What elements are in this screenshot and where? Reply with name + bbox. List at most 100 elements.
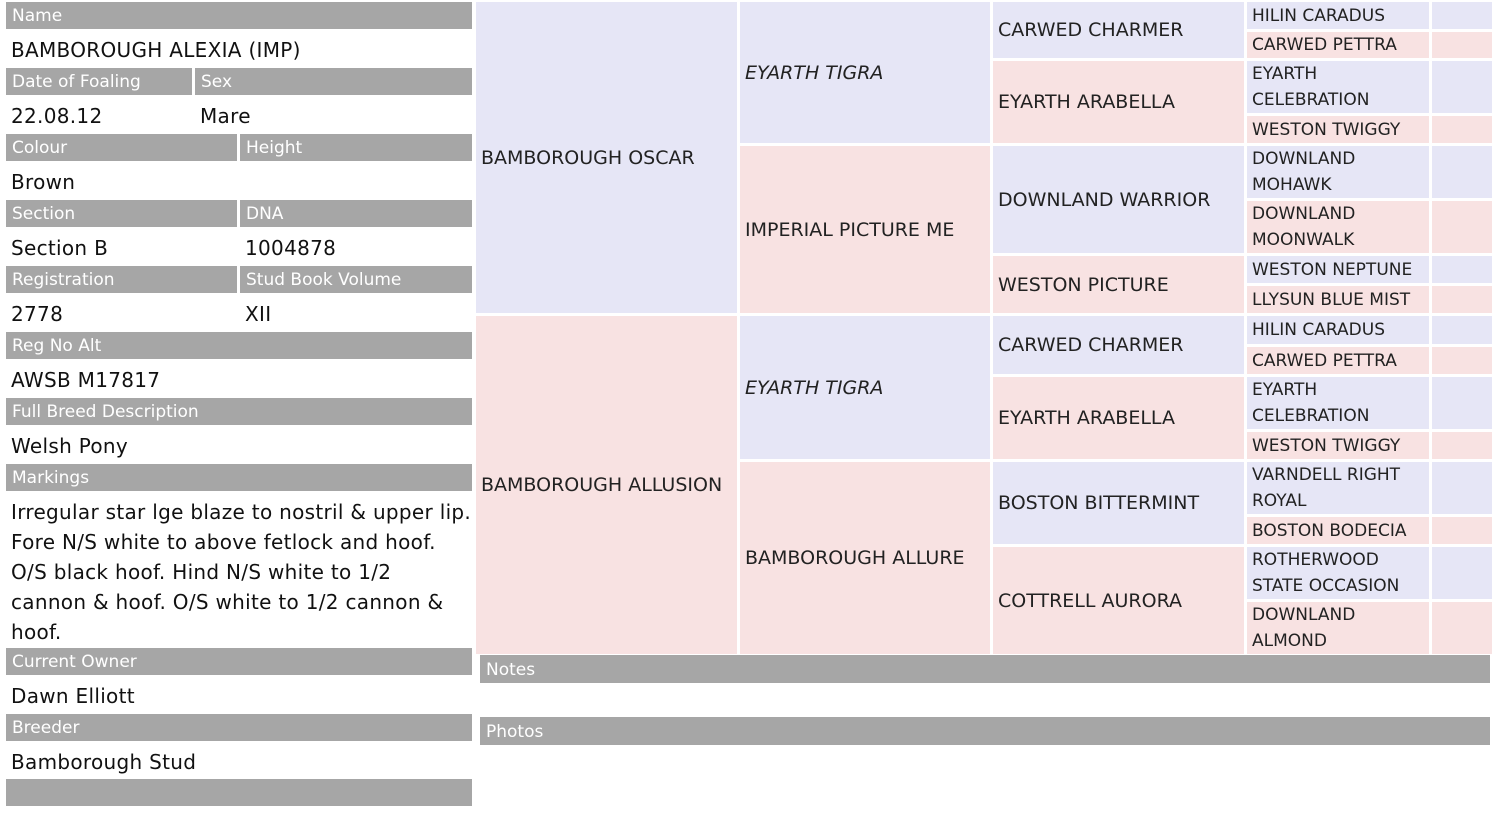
detail-field: Current Owner Dawn Elliott [6, 648, 472, 714]
ancestor: COTTRELL AURORA [993, 547, 1244, 654]
ancestor: WESTON TWIGGY [1247, 432, 1429, 459]
detail-field: DNA 1004878 [240, 200, 472, 266]
pedigree-table: BAMBOROUGH OSCAR BAMBOROUGH ALLUSION EYART… [476, 2, 1492, 654]
field-label: Name [6, 2, 472, 29]
ancestor: EYARTH TIGRA [740, 316, 990, 459]
field-label: DNA [240, 200, 472, 227]
pedigree-spacer [1432, 2, 1492, 29]
details-panel: Name BAMBOROUGH ALEXIA (IMP) Date of Foali… [6, 2, 472, 780]
ancestor: DOWNLAND ALMOND [1247, 602, 1429, 654]
ancestor: LLYSUN BLUE MIST [1247, 286, 1429, 313]
ancestor: IMPERIAL PICTURE ME [740, 146, 990, 313]
ancestor: EYARTH TIGRA [740, 2, 990, 143]
detail-row: Markings Irregular star lge blaze to nost… [6, 464, 472, 648]
field-label: Markings [6, 464, 472, 491]
ancestor: WESTON TWIGGY [1247, 116, 1429, 143]
ancestor: EYARTH ARABELLA [993, 61, 1244, 143]
ancestor: WESTON PICTURE [993, 256, 1244, 313]
field-value: Irregular star lge blaze to nostril & up… [11, 500, 472, 644]
field-value: Dawn Elliott [11, 684, 135, 708]
ancestor: BAMBOROUGH OSCAR [476, 2, 737, 313]
pedigree-spacer [1432, 602, 1492, 654]
detail-row: Full Breed Description Welsh Pony [6, 398, 472, 464]
pedigree-spacer [1432, 256, 1492, 283]
ancestor: ROTHERWOOD STATE OCCASION [1247, 547, 1429, 599]
detail-row: Current Owner Dawn Elliott [6, 648, 472, 714]
detail-row: Colour Brown Height [6, 134, 472, 200]
ancestor: VARNDELL RIGHT ROYAL [1247, 462, 1429, 514]
field-label: Colour [6, 134, 237, 161]
detail-field: Name BAMBOROUGH ALEXIA (IMP) [6, 2, 472, 68]
ancestor: CARWED PETTRA [1247, 32, 1429, 58]
detail-field: Reg No Alt AWSB M17817 [6, 332, 472, 398]
field-value: 22.08.12 [11, 104, 103, 128]
field-value: Welsh Pony [11, 434, 129, 458]
detail-field: Sex Mare [195, 68, 472, 134]
ancestor: BOSTON BODECIA [1247, 517, 1429, 544]
field-value: 1004878 [245, 236, 337, 260]
pedigree-spacer [1432, 116, 1492, 143]
field-value: Brown [11, 170, 76, 194]
ancestor: CARWED CHARMER [993, 2, 1244, 58]
ancestor: BAMBOROUGH ALLUSION [476, 316, 737, 654]
detail-field: Height [240, 134, 472, 200]
pedigree-spacer [1432, 201, 1492, 253]
ancestor: CARWED CHARMER [993, 316, 1244, 374]
detail-field: Breeder Bamborough Stud [6, 714, 472, 780]
field-value: BAMBOROUGH ALEXIA (IMP) [11, 38, 301, 62]
field-label: Section [6, 200, 237, 227]
detail-field: Markings Irregular star lge blaze to nost… [6, 464, 472, 648]
field-label: Stud Book Volume [240, 266, 472, 293]
field-label: Registration [6, 266, 237, 293]
detail-row: Reg No Alt AWSB M17817 [6, 332, 472, 398]
ancestor: CARWED PETTRA [1247, 347, 1429, 374]
field-label: Full Breed Description [6, 398, 472, 425]
pedigree-spacer [1432, 316, 1492, 344]
section-header: Photos [480, 717, 1490, 745]
ancestor: BOSTON BITTERMINT [993, 462, 1244, 544]
section-header: Notes [480, 655, 1490, 683]
ancestor: DOWNLAND MOONWALK [1247, 201, 1429, 253]
pedigree-spacer [1432, 462, 1492, 514]
field-value: Bamborough Stud [11, 750, 197, 774]
ancestor: DOWNLAND WARRIOR [993, 146, 1244, 253]
field-label: Sex [195, 68, 472, 95]
ancestor: BAMBOROUGH ALLURE [740, 462, 990, 654]
ancestor: EYARTH CELEBRATION [1247, 377, 1429, 429]
detail-row: Date of Foaling 22.08.12 Sex Mare [6, 68, 472, 134]
detail-field: Date of Foaling 22.08.12 [6, 68, 192, 134]
pedigree-spacer [1432, 517, 1492, 544]
pedigree-spacer [1432, 347, 1492, 374]
pedigree-spacer [1432, 32, 1492, 58]
footer-bar [6, 779, 472, 806]
ancestor: DOWNLAND MOHAWK [1247, 146, 1429, 198]
field-value: Section B [11, 236, 109, 260]
ancestor: WESTON NEPTUNE [1247, 256, 1429, 283]
field-label: Date of Foaling [6, 68, 192, 95]
pedigree-spacer [1432, 547, 1492, 599]
field-value: AWSB M17817 [11, 368, 161, 392]
field-label: Reg No Alt [6, 332, 472, 359]
detail-field: Full Breed Description Welsh Pony [6, 398, 472, 464]
detail-row: Section Section B DNA 1004878 [6, 200, 472, 266]
detail-row: Registration 2778 Stud Book Volume XII [6, 266, 472, 332]
field-value: Mare [200, 104, 251, 128]
pedigree-spacer [1432, 61, 1492, 113]
field-label: Height [240, 134, 472, 161]
pedigree-spacer [1432, 146, 1492, 198]
field-value: XII [245, 302, 272, 326]
detail-field: Registration 2778 [6, 266, 237, 332]
pedigree-spacer [1432, 377, 1492, 429]
detail-row: Name BAMBOROUGH ALEXIA (IMP) [6, 2, 472, 68]
pedigree-spacer [1432, 286, 1492, 313]
detail-field: Colour Brown [6, 134, 237, 200]
field-label: Breeder [6, 714, 472, 741]
field-label: Current Owner [6, 648, 472, 675]
detail-field: Stud Book Volume XII [240, 266, 472, 332]
pedigree-spacer [1432, 432, 1492, 459]
detail-field: Section Section B [6, 200, 237, 266]
ancestor: HILIN CARADUS [1247, 316, 1429, 344]
detail-row: Breeder Bamborough Stud [6, 714, 472, 780]
ancestor: EYARTH CELEBRATION [1247, 61, 1429, 113]
